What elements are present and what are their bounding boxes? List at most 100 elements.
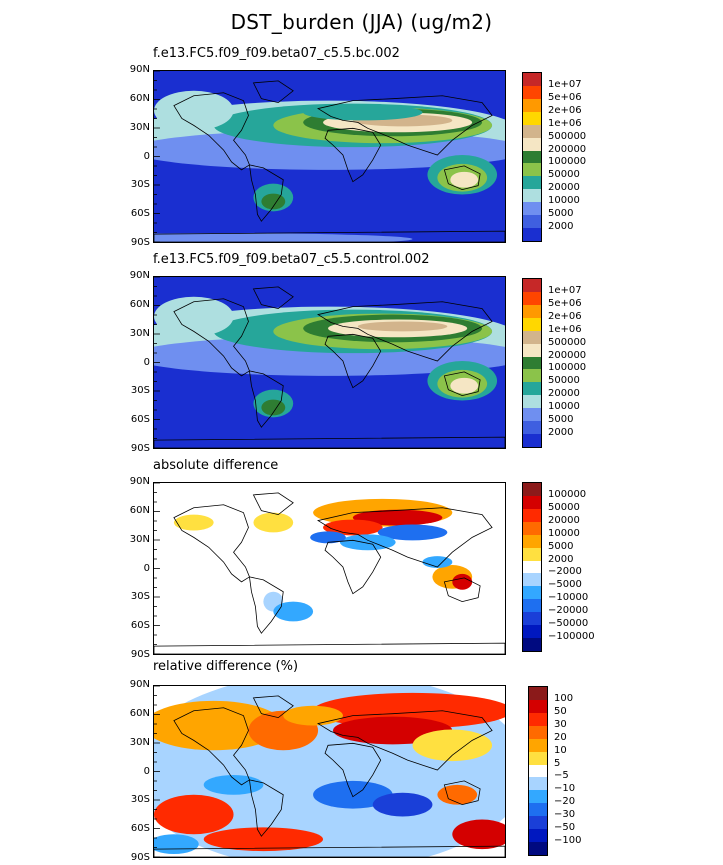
colorbar-label: 50000 (548, 169, 580, 181)
coastline-5 (443, 371, 481, 397)
colorbar-label: 20 (554, 731, 567, 743)
coastline-3 (317, 710, 493, 771)
field-contour-7 (303, 104, 423, 121)
colorbar-label: 500000 (548, 130, 587, 142)
colorbar-label: 200000 (548, 143, 587, 155)
field-contour-6 (154, 794, 234, 835)
colorbar-label: −20000 (548, 605, 589, 617)
colorbar-cell (523, 124, 541, 138)
colorbar-label: −100 (554, 835, 582, 847)
panel-3-colorbar (522, 482, 542, 652)
lat-label: 90S (130, 852, 150, 863)
coastline-4 (324, 333, 382, 389)
coastline-3 (317, 507, 493, 568)
colorbar-label: 2000 (548, 221, 574, 233)
colorbar-label: 30 (554, 718, 567, 730)
panel-1-colorbar (522, 72, 542, 242)
coastline-5 (443, 577, 481, 603)
lat-label: 0 (143, 562, 150, 574)
panel-4-title: relative difference (%) (153, 659, 299, 674)
colorbar-cell (523, 395, 541, 409)
panel-1-title: f.e13.FC5.f09_f09.beta07_c5.5.bc.002 (153, 46, 400, 61)
colorbar-cell (523, 356, 541, 370)
colorbar-cell (523, 534, 541, 548)
colorbar-cell (523, 599, 541, 613)
lat-label: 60S (130, 620, 150, 632)
colorbar-label: −5000 (548, 579, 582, 591)
colorbar-cell (523, 304, 541, 318)
colorbar-label: 100000 (548, 488, 587, 500)
lat-label: 60N (129, 298, 150, 310)
colorbar-cell (529, 777, 547, 791)
field-contour-8 (273, 601, 314, 622)
lat-label: 30N (129, 327, 150, 339)
colorbar-label: 5000 (548, 208, 574, 220)
lat-label: 90N (129, 64, 150, 75)
lat-label: 60N (129, 504, 150, 516)
colorbar-label: −50000 (548, 618, 589, 630)
colorbar-label: 10000 (548, 527, 580, 539)
colorbar-cell (523, 547, 541, 561)
coastline-0 (173, 707, 250, 786)
panel-4-map (153, 685, 506, 858)
panel-4-colorbar (528, 686, 548, 856)
colorbar-cell (523, 408, 541, 422)
colorbar-label: 500000 (548, 336, 587, 348)
colorbar-label: 2e+06 (548, 310, 582, 322)
field-contour-9 (450, 377, 479, 394)
coastline-4 (324, 742, 382, 798)
colorbar-label: 50000 (548, 501, 580, 513)
coastline-5 (443, 780, 481, 806)
lat-label: 0 (143, 765, 150, 777)
field-contour-1 (154, 700, 284, 751)
coastline-4 (324, 539, 382, 595)
panel-3-title: absolute difference (153, 458, 279, 473)
colorbar-label: 100 (554, 692, 574, 704)
colorbar-cell (523, 434, 541, 447)
colorbar-label: −50 (554, 822, 576, 834)
field-contour-8 (452, 819, 505, 850)
lat-label: 90S (130, 649, 150, 660)
coastline-1 (252, 492, 294, 516)
lat-label: 0 (143, 150, 150, 162)
field-contour-0 (253, 512, 294, 533)
colorbar-label: 200000 (548, 349, 587, 361)
colorbar-cell (529, 738, 547, 752)
colorbar-cell (529, 699, 547, 713)
colorbar-cell (529, 842, 547, 855)
field-contour-7 (203, 827, 324, 852)
colorbar-cell (529, 751, 547, 765)
field-contour-11 (422, 556, 453, 569)
lat-label: 30N (129, 121, 150, 133)
colorbar-label: 5e+06 (548, 297, 582, 309)
colorbar-cell (523, 189, 541, 203)
colorbar-cell (523, 291, 541, 305)
colorbar-label: 100000 (548, 362, 587, 374)
colorbar-cell (523, 369, 541, 383)
field-contour-9 (313, 780, 393, 809)
colorbar-cell (529, 764, 547, 778)
field-contour-12 (154, 296, 234, 337)
field-contour-10 (452, 573, 473, 590)
colorbar-cell (523, 495, 541, 509)
colorbar-label: −20 (554, 796, 576, 808)
coastline-2 (248, 779, 284, 837)
lat-label: 60N (129, 707, 150, 719)
colorbar-label: 10000 (548, 401, 580, 413)
map-field-2 (154, 277, 505, 448)
colorbar-label: 5 (554, 757, 561, 769)
colorbar-label: −10 (554, 783, 576, 795)
colorbar-label: 20000 (548, 182, 580, 194)
colorbar-cell (523, 330, 541, 344)
colorbar-cell (523, 176, 541, 190)
lat-label: 90S (130, 237, 150, 248)
colorbar-cell (523, 612, 541, 626)
colorbar-cell (523, 625, 541, 639)
coastline-0 (173, 504, 250, 583)
colorbar-label: 10 (554, 744, 567, 756)
field-contour-6 (357, 321, 448, 332)
colorbar-cell (529, 790, 547, 804)
page-title: DST_burden (JJA) (ug/m2) (230, 10, 493, 34)
field-contour-10 (372, 792, 433, 817)
colorbar-label: −100000 (548, 631, 595, 643)
